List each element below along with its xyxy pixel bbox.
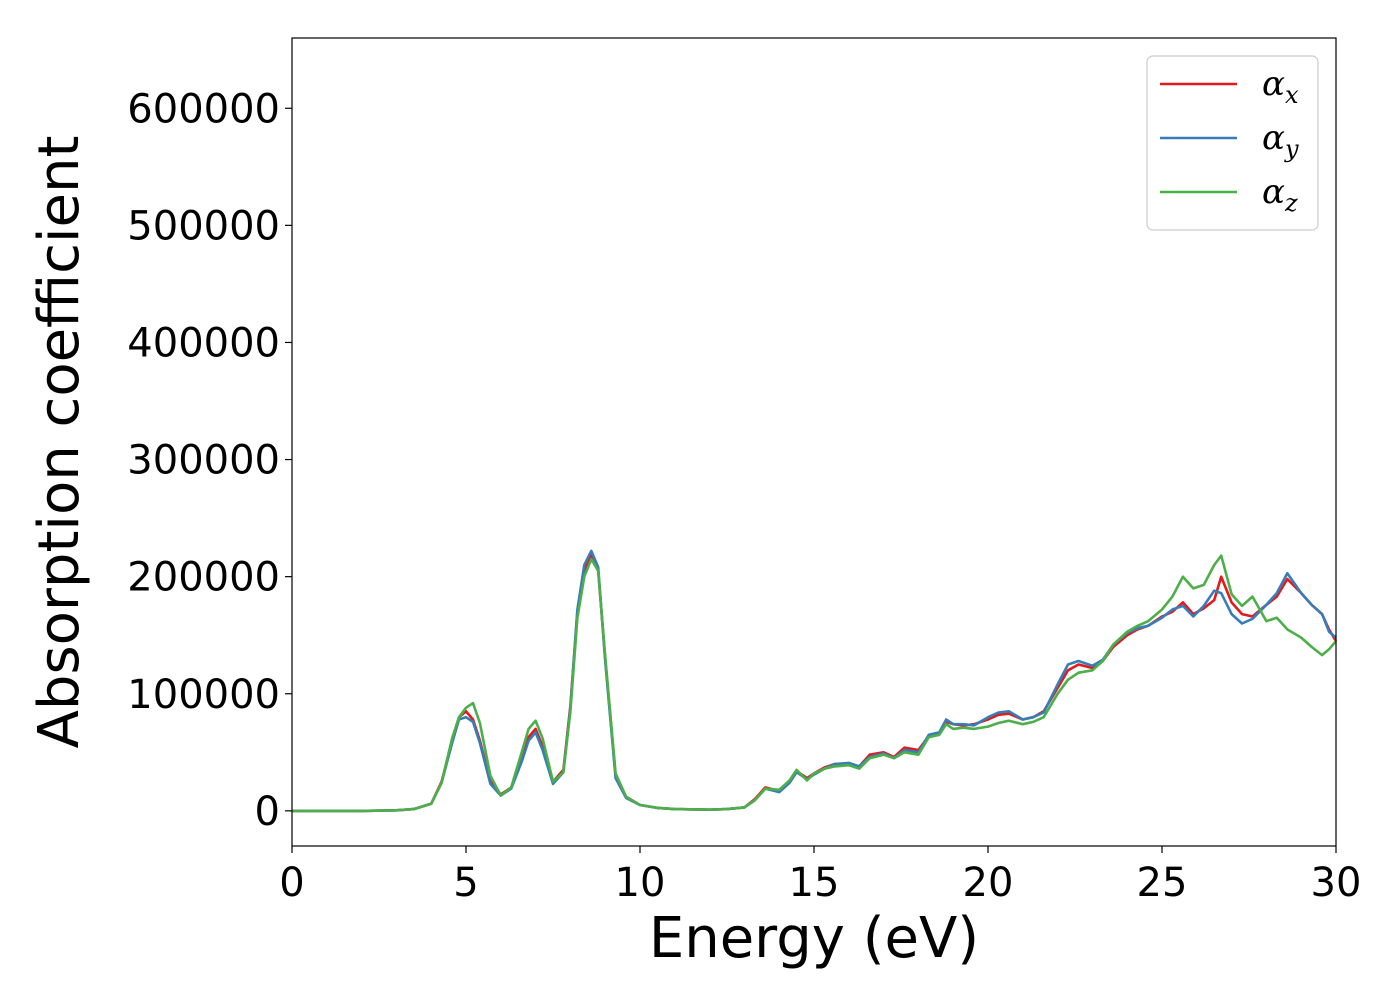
x-tick-label: 30: [1311, 860, 1362, 906]
series-line-z: [292, 554, 1337, 813]
y-tick-label: 500000: [127, 203, 280, 249]
y-tick-label: 400000: [127, 320, 280, 366]
x-tick-label: 20: [963, 860, 1014, 906]
series-layer: [292, 549, 1338, 813]
y-tick-label: 100000: [127, 672, 280, 718]
x-tick-label: 25: [1137, 860, 1188, 906]
y-axis-ticks: 0 100000 200000 300000 400000 500000 600000: [127, 86, 292, 835]
y-tick-label: 300000: [127, 438, 280, 484]
y-tick-label: 600000: [127, 86, 280, 132]
y-axis-label: Absorption coefficient: [27, 136, 92, 749]
y-tick-label: 200000: [127, 555, 280, 601]
legend-box: [1146, 55, 1319, 231]
x-tick-label: 0: [279, 860, 304, 906]
x-tick-label: 15: [789, 860, 840, 906]
y-tick-label: 0: [255, 789, 280, 835]
x-axis-ticks: 0 5 10 15 20 25 30: [279, 846, 1361, 906]
series-line-y: [292, 549, 1337, 813]
x-tick-label: 5: [453, 860, 478, 906]
x-axis-label: Energy (eV): [649, 906, 979, 971]
x-tick-label: 10: [615, 860, 666, 906]
